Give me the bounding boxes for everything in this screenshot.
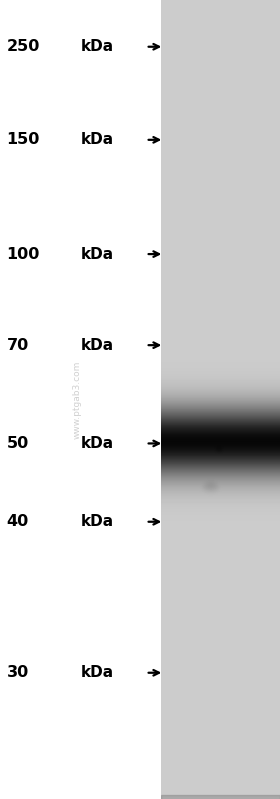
Text: kDa: kDa [81,247,114,261]
Text: 100: 100 [6,247,40,261]
Text: kDa: kDa [81,39,114,54]
Text: kDa: kDa [81,133,114,147]
Text: 150: 150 [6,133,40,147]
Text: kDa: kDa [81,666,114,680]
Text: kDa: kDa [81,436,114,451]
Text: 30: 30 [6,666,29,680]
Text: kDa: kDa [81,338,114,352]
Text: kDa: kDa [81,515,114,529]
Text: 70: 70 [6,338,29,352]
Bar [161,795,280,799]
Text: 40: 40 [6,515,29,529]
Text: 50: 50 [6,436,29,451]
Text: 250: 250 [6,39,40,54]
Text: www.ptgab3.com: www.ptgab3.com [73,360,82,439]
